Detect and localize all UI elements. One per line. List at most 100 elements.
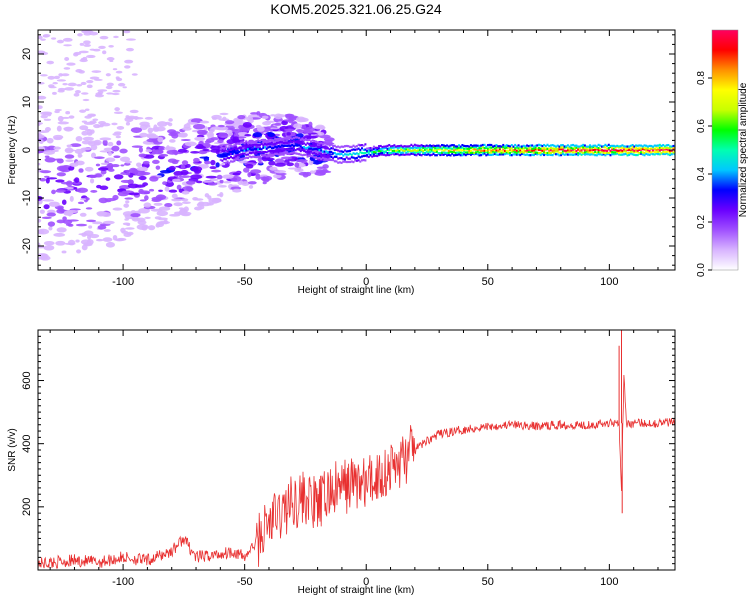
spectrogram-cell: [475, 152, 478, 155]
spectrogram-cell: [401, 149, 404, 152]
spectrogram-cell: [440, 144, 443, 147]
spectrogram-cell: [302, 172, 309, 178]
spectrogram-cell: [256, 111, 261, 116]
spectrogram-cell: [313, 148, 316, 151]
spectrogram-cell: [61, 199, 67, 205]
spectrogram-cell: [65, 223, 73, 227]
spectrogram-cell: [138, 146, 143, 153]
spectrogram-cell: [415, 149, 418, 153]
spectrogram-cell: [320, 157, 323, 161]
spectrogram-cell: [258, 150, 261, 154]
spectrogram-cell: [536, 151, 539, 154]
spectrogram-cell: [660, 148, 663, 151]
spectrogram-cell: [628, 146, 631, 149]
spectrogram-cell: [612, 147, 615, 150]
spectrogram-cell: [423, 153, 426, 156]
spectrogram-cell: [122, 86, 127, 89]
spectrogram-cell: [544, 152, 547, 156]
spectrogram-cell: [45, 177, 50, 184]
spectrogram-cell: [432, 144, 435, 147]
spectrogram-cell: [355, 145, 358, 148]
spectrogram-cell: [142, 182, 149, 187]
spectrogram-cell: [330, 150, 333, 154]
spectrogram-x-label: Height of straight line (km): [298, 285, 415, 296]
spectrogram-cell: [585, 147, 588, 150]
spectrogram-cell: [549, 153, 552, 157]
spectrogram-cell: [364, 148, 367, 151]
spectrogram-cell: [64, 149, 77, 152]
spectrogram-cell: [490, 153, 493, 157]
spectrogram-cell: [398, 149, 401, 153]
spectrogram-cell: [262, 177, 270, 183]
spectrogram-cell: [232, 128, 243, 134]
spectrogram-cell: [512, 153, 515, 156]
spectrogram-cell: [46, 60, 55, 65]
spectrogram-cell: [553, 147, 556, 150]
spectrogram-cell: [311, 152, 314, 155]
spectrogram-cell: [227, 131, 233, 137]
spectrogram-cell: [84, 30, 94, 34]
spectrogram-cell: [515, 145, 518, 148]
spectrogram-cell: [372, 153, 375, 156]
spectrogram-cell: [121, 230, 129, 234]
spectrogram-cell: [374, 146, 377, 149]
spectrogram-y-tick-label: -20: [21, 238, 33, 254]
spectrogram-cell: [604, 149, 607, 152]
spectrogram-cell: [538, 148, 541, 151]
spectrogram-cell: [543, 151, 546, 154]
spectrogram-cell: [391, 151, 394, 154]
spectrogram-cell: [194, 198, 204, 201]
spectrogram-cell: [105, 157, 116, 163]
spectrogram-cell: [532, 147, 535, 150]
spectrogram-cell: [566, 147, 569, 150]
spectrogram-cell: [500, 149, 503, 153]
spectrogram-cell: [623, 150, 626, 153]
spectrogram-cell: [544, 151, 547, 155]
spectrogram-cell: [219, 147, 222, 150]
spectrogram-cell: [456, 147, 459, 150]
spectrogram-cell: [186, 180, 196, 185]
snr-spike-line: [618, 330, 623, 514]
spectrogram-cell: [514, 153, 517, 156]
spectrogram-cell: [560, 153, 563, 157]
spectrogram-cell: [631, 143, 634, 147]
spectrogram-cell: [258, 161, 263, 164]
spectrogram-cell: [643, 151, 646, 155]
spectrogram-cell: [561, 150, 564, 153]
spectrogram-cell: [631, 145, 634, 149]
spectrogram-cell: [106, 92, 114, 95]
spectrogram-cell: [306, 139, 309, 142]
spectrogram-cell: [551, 144, 554, 147]
spectrogram-cell: [560, 146, 563, 149]
spectrogram-cell: [243, 152, 246, 155]
spectrogram-cell: [427, 149, 430, 152]
spectrogram-cell: [583, 146, 586, 149]
spectrogram-cell: [636, 151, 639, 154]
spectrogram-cell: [510, 147, 513, 150]
spectrogram-cell: [325, 142, 328, 145]
spectrogram-cell: [486, 149, 489, 152]
spectrogram-cell: [281, 149, 284, 153]
spectrogram-cell: [423, 151, 426, 155]
spectrogram-cell: [298, 148, 301, 151]
spectrogram-cell: [526, 144, 529, 147]
spectrogram-cell: [40, 38, 46, 41]
spectrogram-cell: [245, 163, 254, 169]
spectrogram-cell: [439, 152, 442, 155]
spectrogram-cell: [338, 153, 341, 156]
spectrogram-cell: [366, 155, 369, 158]
spectrogram-cell: [117, 188, 126, 191]
spectrogram-cell: [80, 81, 87, 86]
spectrogram-cell: [672, 148, 675, 151]
spectrogram-cell: [509, 153, 512, 157]
spectrogram-cell: [316, 145, 319, 149]
spectrogram-cell: [158, 145, 166, 151]
spectrogram-cell: [655, 148, 658, 152]
spectrogram-cell: [558, 154, 561, 157]
colorbar-tick-label: 0.8: [696, 71, 707, 85]
spectrogram-cell: [332, 158, 335, 162]
spectrogram-cell: [123, 169, 132, 172]
spectrogram-cell: [352, 148, 355, 151]
spectrogram-cell: [572, 147, 575, 150]
spectrogram-cell: [354, 159, 357, 162]
